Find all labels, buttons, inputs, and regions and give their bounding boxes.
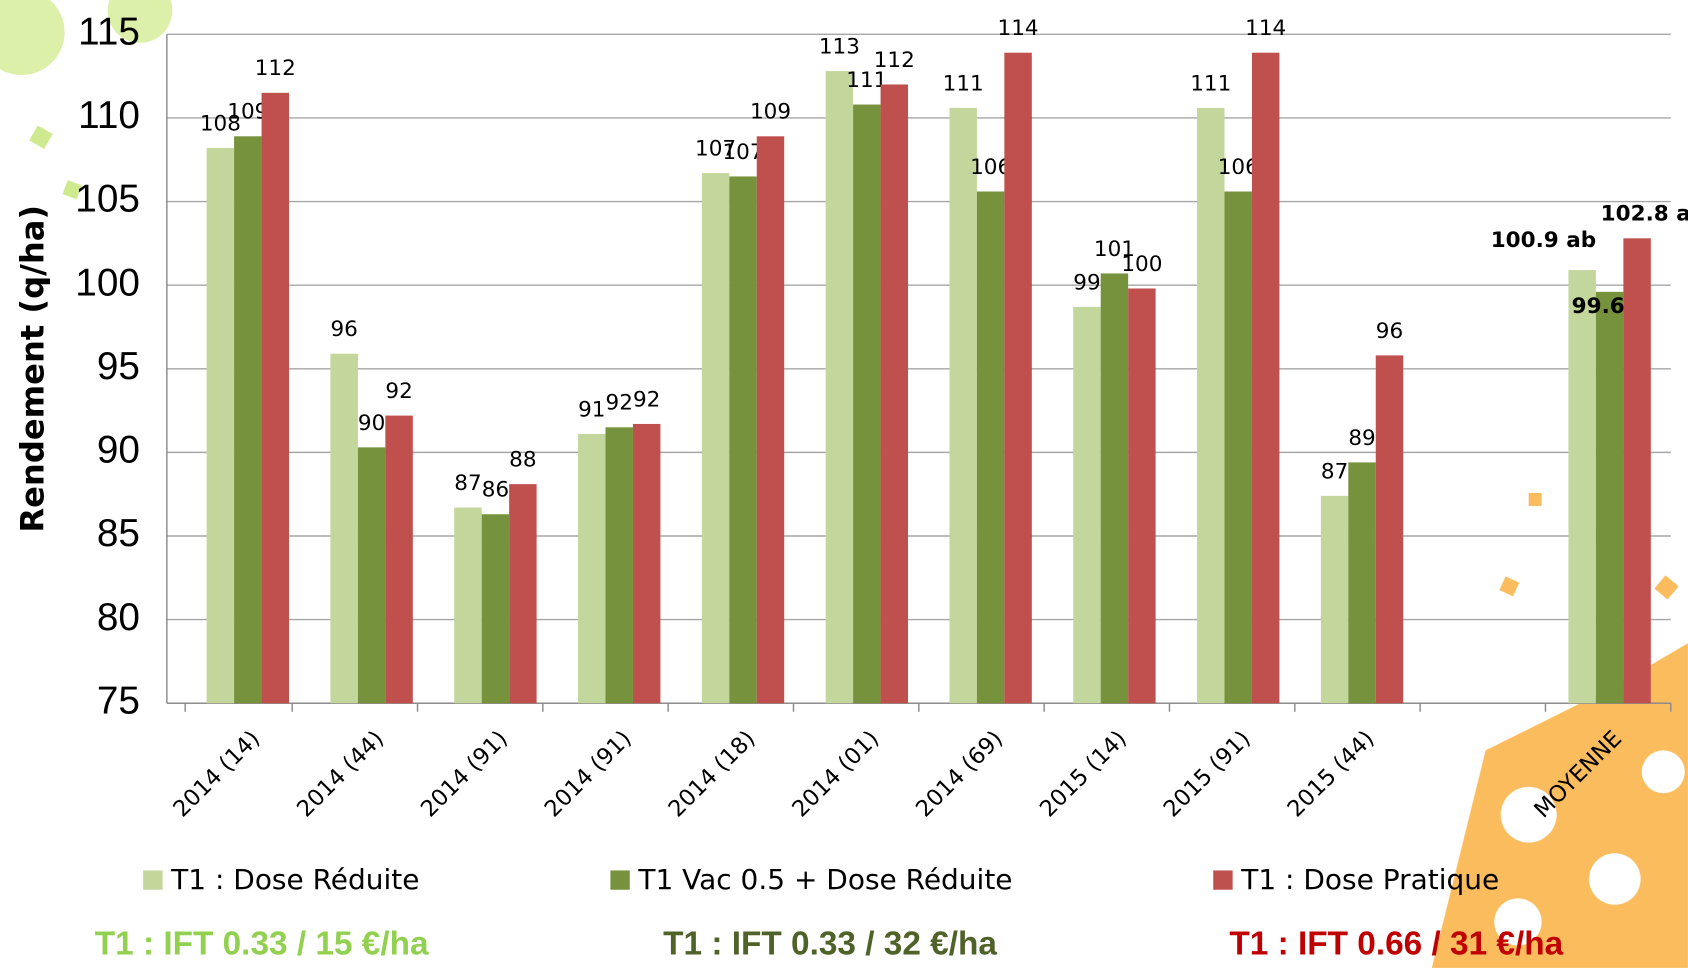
value-label: 114 bbox=[998, 16, 1039, 41]
y-tick-label: 80 bbox=[97, 596, 140, 639]
bar bbox=[976, 191, 1005, 704]
value-label: 87 bbox=[1321, 459, 1348, 484]
x-tick-label: 2015 (14) bbox=[1035, 726, 1132, 823]
bar bbox=[1623, 238, 1651, 704]
bar bbox=[1251, 52, 1280, 704]
value-label: 109 bbox=[750, 100, 791, 125]
y-tick-label: 110 bbox=[78, 94, 140, 137]
legend-swatch bbox=[610, 870, 630, 890]
bar bbox=[1197, 107, 1225, 704]
value-label: 89 bbox=[1348, 426, 1375, 451]
legend-swatch bbox=[143, 870, 163, 890]
bar bbox=[330, 353, 358, 704]
x-tick-label: 2014 (44) bbox=[292, 726, 389, 823]
value-label: 92 bbox=[385, 379, 412, 404]
bar bbox=[1348, 462, 1376, 704]
value-label: 112 bbox=[255, 56, 296, 81]
annotation: T1 : IFT 0.33 / 15 €/ha bbox=[95, 925, 429, 962]
bar bbox=[880, 84, 909, 704]
value-label: 88 bbox=[509, 448, 536, 473]
bar bbox=[1100, 273, 1129, 704]
value-label: 109 bbox=[227, 100, 268, 125]
value-label: 90 bbox=[358, 411, 385, 436]
bar bbox=[1073, 306, 1101, 704]
x-tick-label: 2014 (14) bbox=[168, 726, 265, 823]
bar bbox=[385, 415, 413, 704]
value-label: 107 bbox=[722, 140, 763, 165]
value-label: 111 bbox=[846, 68, 887, 93]
value-label: 106 bbox=[1218, 155, 1259, 180]
value-label: 102.8 a bbox=[1601, 202, 1688, 227]
y-tick-label: 100 bbox=[75, 261, 140, 304]
value-label: 91 bbox=[578, 397, 605, 422]
y-axis-label: Rendement (q/ha) bbox=[13, 205, 51, 533]
x-tick-label: 2014 (18) bbox=[664, 726, 761, 823]
bar bbox=[1568, 270, 1596, 704]
bar bbox=[1004, 52, 1032, 704]
value-label: 87 bbox=[454, 471, 481, 496]
bar bbox=[1595, 291, 1624, 704]
y-tick-label: 115 bbox=[78, 11, 140, 54]
y-tick-label: 75 bbox=[97, 679, 140, 722]
value-label: 99 bbox=[1073, 270, 1100, 295]
legend-label: T1 : Dose Pratique bbox=[1240, 863, 1499, 896]
value-label: 107 bbox=[695, 137, 736, 162]
bar bbox=[853, 104, 881, 704]
value-label: 114 bbox=[1245, 16, 1286, 41]
bar bbox=[729, 176, 757, 704]
value-label: 112 bbox=[874, 48, 915, 73]
bar bbox=[261, 92, 290, 704]
bar bbox=[234, 136, 262, 704]
bar bbox=[701, 173, 730, 704]
bar bbox=[357, 447, 386, 704]
value-label: 100.9 ab bbox=[1491, 228, 1596, 253]
bar bbox=[454, 507, 482, 704]
bar bbox=[756, 136, 785, 704]
bar bbox=[949, 107, 977, 704]
value-label: 96 bbox=[330, 317, 357, 342]
legend-label: T1 : Dose Réduite bbox=[170, 863, 419, 896]
x-tick-label: 2014 (69) bbox=[911, 726, 1008, 823]
y-tick-label: 85 bbox=[97, 512, 140, 555]
legend-label: T1 Vac 0.5 + Dose Réduite bbox=[637, 863, 1012, 896]
legend-swatch bbox=[1213, 870, 1233, 890]
y-tick-label: 95 bbox=[97, 345, 140, 388]
bar bbox=[605, 427, 633, 704]
value-label: 113 bbox=[819, 35, 860, 60]
value-label: 92 bbox=[633, 387, 660, 412]
x-tick-label: 2014 (91) bbox=[416, 726, 513, 823]
bar bbox=[1320, 495, 1349, 704]
annotation: T1 : IFT 0.33 / 32 €/ha bbox=[663, 925, 997, 962]
y-tick-label: 105 bbox=[75, 178, 140, 221]
value-label: 92 bbox=[606, 391, 633, 416]
value-label: 108 bbox=[200, 111, 241, 136]
value-label: 106 bbox=[970, 155, 1011, 180]
x-tick-label: 2014 (91) bbox=[540, 726, 637, 823]
bar bbox=[825, 71, 854, 704]
annotation: T1 : IFT 0.66 / 31 €/ha bbox=[1229, 925, 1563, 962]
bar bbox=[206, 148, 235, 704]
y-tick-label: 90 bbox=[97, 429, 140, 472]
value-label: 111 bbox=[943, 71, 984, 96]
bar bbox=[1224, 191, 1252, 704]
value-label: 86 bbox=[482, 478, 509, 503]
value-label: 101 bbox=[1094, 237, 1135, 262]
bar bbox=[632, 423, 661, 704]
bar bbox=[1375, 355, 1404, 704]
x-tick-label: 2015 (44) bbox=[1283, 726, 1380, 823]
value-label: 96 bbox=[1376, 319, 1403, 344]
value-label: 111 bbox=[1190, 71, 1231, 96]
x-tick-label: 2015 (91) bbox=[1159, 726, 1256, 823]
bar bbox=[1128, 288, 1156, 704]
bar bbox=[509, 484, 537, 704]
value-label: 100 bbox=[1121, 252, 1162, 277]
bar bbox=[481, 514, 510, 704]
x-tick-label: 2014 (01) bbox=[787, 726, 884, 823]
bar bbox=[578, 433, 606, 704]
